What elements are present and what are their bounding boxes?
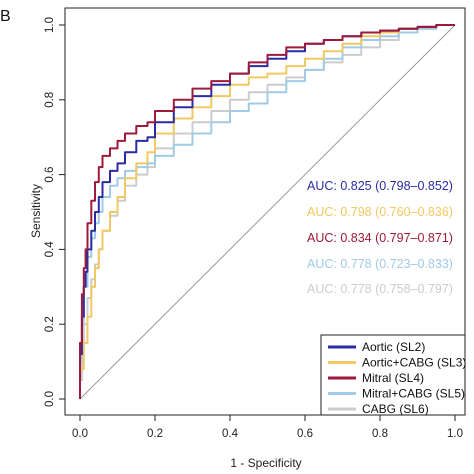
auc-label: AUC: 0.778 (0.758–0.797) <box>307 282 453 296</box>
x-tick-label: 1.0 <box>447 428 463 440</box>
panel-label: B <box>0 8 11 25</box>
x-tick-label: 0.6 <box>297 428 313 440</box>
legend: Aortic (SL2) Aortic+CABG (SL3)Mitral (SL4… <box>320 334 466 416</box>
reference-diagonal <box>79 24 456 400</box>
auc-annotations: AUC: 0.825 (0.798–0.852) AUC: 0.798 (0.76… <box>307 179 453 296</box>
roc-curve-mitral-sl4 <box>79 24 455 399</box>
plot-area <box>64 7 466 416</box>
auc-label: AUC: 0.778 (0.723–0.833) <box>307 257 453 271</box>
y-tick-label: 0.4 <box>44 241 56 258</box>
x-axis: 0.0 0.2 0.4 0.6 0.8 1.0 <box>72 414 463 440</box>
auc-label: AUC: 0.834 (0.797–0.871) <box>307 231 453 245</box>
x-tick-label: 0.8 <box>372 428 388 440</box>
legend-label: Aortic (SL2) <box>362 340 425 354</box>
x-tick-label: 0.4 <box>222 428 239 440</box>
y-tick-label: 1.0 <box>44 17 56 33</box>
legend-label: Aortic+CABG (SL3) <box>362 356 466 370</box>
x-tick-label: 0.2 <box>147 428 163 440</box>
y-axis: 0.0 0.2 0.4 0.6 0.8 1.0 <box>44 17 66 407</box>
roc-curves <box>79 24 455 399</box>
y-axis-title: Sensitivity <box>29 184 43 238</box>
roc-curve-mitral-cabg-sl5 <box>79 24 455 399</box>
x-tick-label: 0.0 <box>72 428 88 440</box>
auc-label: AUC: 0.825 (0.798–0.852) <box>307 179 453 193</box>
y-tick-label: 0.0 <box>44 391 56 407</box>
y-tick-label: 0.8 <box>44 92 56 108</box>
auc-label: AUC: 0.798 (0.760–0.836) <box>307 205 453 219</box>
y-tick-label: 0.2 <box>44 316 56 332</box>
legend-label: Mitral+CABG (SL5) <box>362 387 465 401</box>
legend-label: Mitral (SL4) <box>362 371 424 385</box>
roc-curve-aortic-cabg-sl3 <box>79 24 455 399</box>
x-axis-title: 1 - Specificity <box>230 456 301 470</box>
legend-label: CABG (SL6) <box>362 402 429 416</box>
y-tick-label: 0.6 <box>44 167 56 183</box>
